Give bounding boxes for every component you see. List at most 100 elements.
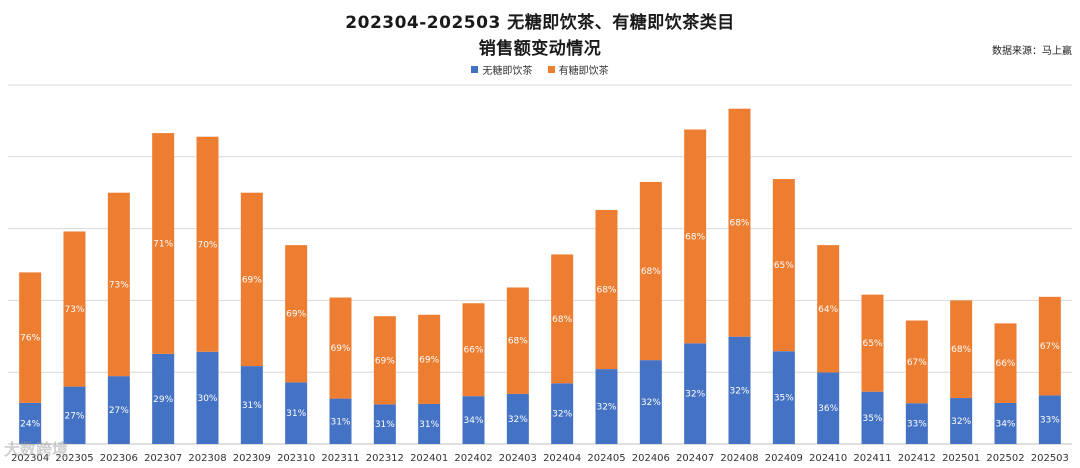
data-label-sugar-free: 32% bbox=[641, 398, 661, 408]
bar-segment-sugar-free bbox=[905, 403, 928, 444]
data-label-sugar-free: 31% bbox=[375, 420, 395, 430]
data-label-sugar-free: 35% bbox=[774, 394, 794, 404]
bar-segment-sugar-free bbox=[196, 351, 219, 444]
bar-segment-sugared bbox=[418, 314, 441, 404]
data-label-sugar-free: 31% bbox=[242, 401, 262, 411]
x-tick-label: 202403 bbox=[499, 453, 537, 464]
bar-segment-sugar-free bbox=[152, 353, 175, 444]
x-tick-label: 202309 bbox=[233, 453, 271, 464]
bar-segment-sugar-free bbox=[994, 402, 1017, 444]
bar-segment-sugar-free bbox=[285, 382, 308, 444]
legend-label-sugar-free: 无糖即饮茶 bbox=[482, 66, 533, 77]
bar-segment-sugar-free bbox=[329, 398, 352, 444]
x-tick-label: 202501 bbox=[942, 453, 980, 464]
legend-swatch-sugared bbox=[547, 66, 555, 73]
x-tick-label: 202408 bbox=[720, 453, 758, 464]
bar-segment-sugared bbox=[240, 192, 263, 367]
bar-segment-sugar-free bbox=[639, 360, 662, 444]
data-label-sugared: 71% bbox=[153, 239, 173, 249]
x-tick-label: 202312 bbox=[366, 453, 404, 464]
data-label-sugar-free: 32% bbox=[685, 390, 705, 400]
data-label-sugar-free: 27% bbox=[64, 411, 84, 421]
bar-segment-sugar-free bbox=[1038, 395, 1061, 444]
data-label-sugar-free: 32% bbox=[552, 410, 572, 420]
x-tick-label: 202310 bbox=[277, 453, 315, 464]
bar-segment-sugared bbox=[462, 303, 485, 397]
data-label-sugared: 70% bbox=[197, 240, 217, 250]
data-label-sugar-free: 32% bbox=[951, 417, 971, 427]
data-label-sugared: 76% bbox=[20, 334, 40, 344]
data-label-sugar-free: 24% bbox=[20, 419, 40, 429]
legend-item-sugar-free: 无糖即饮茶 bbox=[471, 62, 532, 77]
data-label-sugar-free: 32% bbox=[508, 415, 528, 425]
bar-segment-sugared bbox=[994, 323, 1017, 403]
data-label-sugared: 66% bbox=[463, 346, 483, 356]
x-tick-label: 202406 bbox=[632, 453, 670, 464]
bar-segment-sugared bbox=[817, 245, 840, 373]
data-label-sugared: 67% bbox=[1040, 342, 1060, 352]
x-tick-label: 202411 bbox=[853, 453, 891, 464]
x-tick-label: 202503 bbox=[1031, 453, 1069, 464]
x-tick-label: 202311 bbox=[321, 453, 359, 464]
bar-segment-sugared bbox=[950, 300, 973, 399]
legend-label-sugared: 有糖即饮茶 bbox=[558, 66, 609, 77]
bar-segment-sugar-free bbox=[63, 386, 86, 444]
x-tick-label: 202502 bbox=[986, 453, 1024, 464]
bar-segment-sugar-free bbox=[861, 391, 884, 444]
bar-segment-sugared bbox=[595, 209, 618, 370]
data-label-sugar-free: 35% bbox=[862, 414, 882, 424]
data-label-sugared: 65% bbox=[862, 339, 882, 349]
x-tick-label: 202412 bbox=[898, 453, 936, 464]
bar-segment-sugar-free bbox=[462, 396, 485, 444]
bar-segment-sugar-free bbox=[950, 398, 973, 444]
bar-segment-sugared bbox=[728, 108, 751, 337]
bar-segment-sugared bbox=[506, 287, 529, 394]
x-tick-label: 202305 bbox=[55, 453, 93, 464]
data-label-sugared: 69% bbox=[375, 356, 395, 366]
data-label-sugared: 67% bbox=[907, 358, 927, 368]
bar-segment-sugared bbox=[861, 294, 884, 392]
data-label-sugared: 69% bbox=[242, 275, 262, 285]
data-label-sugar-free: 33% bbox=[907, 420, 927, 430]
bar-segment-sugared bbox=[19, 272, 42, 403]
x-tick-label: 202308 bbox=[188, 453, 226, 464]
bar-segment-sugared bbox=[196, 136, 219, 352]
bar-segment-sugar-free bbox=[19, 402, 42, 444]
chart-title-line1: 202304-202503 无糖即饮茶、有糖即饮茶类目 bbox=[345, 13, 735, 33]
data-label-sugar-free: 30% bbox=[197, 394, 217, 404]
data-label-sugared: 68% bbox=[552, 315, 572, 325]
x-tick-label: 202405 bbox=[587, 453, 625, 464]
x-tick-label: 202304 bbox=[11, 453, 49, 464]
data-label-sugar-free: 32% bbox=[596, 403, 616, 413]
bar-segment-sugared bbox=[152, 133, 175, 354]
bar-segment-sugar-free bbox=[373, 404, 396, 444]
bar-segment-sugared bbox=[63, 231, 86, 387]
data-label-sugar-free: 34% bbox=[995, 419, 1015, 429]
data-label-sugar-free: 31% bbox=[286, 409, 306, 419]
bar-segment-sugar-free bbox=[684, 343, 707, 444]
bar-segment-sugared bbox=[905, 320, 928, 404]
x-tick-label: 202410 bbox=[809, 453, 847, 464]
data-label-sugar-free: 27% bbox=[109, 406, 129, 416]
bar-segment-sugared bbox=[329, 297, 352, 399]
bar-segment-sugar-free bbox=[595, 369, 618, 444]
bar-segment-sugar-free bbox=[418, 403, 441, 444]
data-label-sugared: 68% bbox=[508, 337, 528, 347]
data-source-note: 数据来源：马上赢 bbox=[992, 46, 1072, 57]
data-label-sugared: 69% bbox=[419, 355, 439, 365]
data-label-sugared: 69% bbox=[330, 344, 350, 354]
legend: 无糖即饮茶 有糖即饮茶 bbox=[0, 62, 1080, 77]
bar-segment-sugared bbox=[551, 254, 574, 384]
data-label-sugared: 64% bbox=[818, 305, 838, 315]
bar-segment-sugared bbox=[373, 316, 396, 405]
x-tick-label: 202407 bbox=[676, 453, 714, 464]
data-label-sugared: 73% bbox=[109, 280, 129, 290]
data-label-sugared: 73% bbox=[64, 305, 84, 315]
bar-segment-sugared bbox=[639, 181, 662, 361]
bar-segment-sugar-free bbox=[240, 366, 263, 444]
bar-segment-sugared bbox=[684, 129, 707, 344]
data-label-sugar-free: 29% bbox=[153, 395, 173, 405]
x-tick-label: 202409 bbox=[765, 453, 803, 464]
data-label-sugar-free: 32% bbox=[729, 386, 749, 396]
data-label-sugar-free: 36% bbox=[818, 404, 838, 414]
